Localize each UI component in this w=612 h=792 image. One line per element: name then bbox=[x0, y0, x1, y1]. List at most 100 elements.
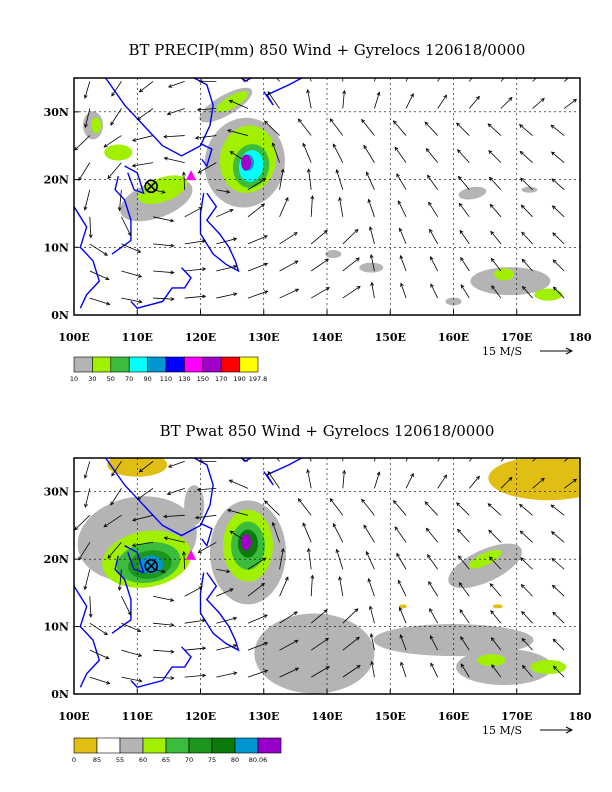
coastline bbox=[124, 165, 145, 195]
shade-contour bbox=[254, 613, 375, 694]
wind-vector bbox=[458, 582, 470, 597]
x-tick-label: 140E bbox=[311, 710, 342, 723]
x-tick-label: 110E bbox=[122, 710, 153, 723]
wind-reference-label: 15 M/S bbox=[482, 724, 522, 737]
wind-vector bbox=[89, 243, 108, 256]
wind-vector bbox=[89, 622, 108, 636]
x-tick-label: 170E bbox=[501, 710, 532, 723]
colorbar-swatch bbox=[239, 356, 259, 373]
wind-vector bbox=[89, 270, 110, 281]
wind-vector bbox=[121, 216, 132, 237]
wind-vector bbox=[489, 203, 502, 218]
wind-vector bbox=[563, 78, 570, 82]
wind-vector bbox=[400, 661, 407, 678]
wind-vector bbox=[216, 671, 238, 678]
shade-contour bbox=[91, 117, 102, 134]
wind-vector bbox=[279, 547, 285, 570]
wind-vector bbox=[437, 474, 448, 489]
y-tick-label: 30N bbox=[44, 106, 69, 119]
colorbar-label: 70 bbox=[185, 756, 193, 764]
wind-vector bbox=[500, 78, 505, 82]
shade-contour bbox=[137, 175, 188, 205]
wind-vector bbox=[550, 531, 565, 543]
wind-vector bbox=[163, 134, 185, 139]
wind-vector bbox=[365, 550, 375, 570]
wind-vector bbox=[338, 576, 344, 597]
wind-vector bbox=[184, 294, 207, 299]
wind-vector bbox=[500, 96, 513, 109]
shade-contour bbox=[104, 144, 133, 161]
colorbar-swatch bbox=[73, 737, 98, 754]
wind-vector bbox=[552, 286, 565, 299]
wind-vector bbox=[374, 458, 376, 462]
coastline bbox=[130, 646, 192, 689]
wind-vector bbox=[430, 283, 439, 299]
wind-vector bbox=[490, 230, 502, 245]
x-tick-label: 180 bbox=[569, 331, 592, 344]
map-area bbox=[74, 458, 580, 694]
x-tick-label: 150E bbox=[375, 710, 406, 723]
wind-vector bbox=[138, 81, 154, 93]
wind-vector bbox=[184, 586, 203, 597]
colorbar-swatch bbox=[92, 356, 112, 373]
wind-vector bbox=[276, 458, 280, 462]
wind-vector bbox=[276, 78, 280, 82]
wind-vector bbox=[121, 297, 143, 304]
wind-vector bbox=[279, 232, 298, 245]
shade-contour bbox=[470, 267, 551, 296]
y-tick-label: 0N bbox=[51, 688, 69, 701]
wind-vector bbox=[194, 514, 217, 520]
wind-vector bbox=[83, 81, 91, 99]
wind-vector bbox=[519, 530, 533, 543]
wind-vector bbox=[271, 521, 280, 543]
gyre-marker-circled-x bbox=[144, 179, 158, 194]
wind-vector bbox=[226, 129, 249, 136]
wind-vector bbox=[342, 458, 344, 462]
wind-vector bbox=[392, 500, 407, 516]
wind-vector bbox=[563, 458, 570, 462]
colorbar-swatch bbox=[220, 356, 240, 373]
wind-vector bbox=[459, 229, 470, 245]
wind-vector bbox=[216, 208, 234, 218]
wind-vector bbox=[228, 479, 249, 489]
chart-title: BT Pwat 850 Wind + Gyrelocs 120618/0000 bbox=[160, 422, 495, 440]
wind-vector bbox=[398, 606, 407, 624]
wind-vector bbox=[363, 144, 375, 163]
wind-vector bbox=[89, 649, 110, 660]
wind-vector bbox=[342, 78, 344, 82]
wind-vector bbox=[88, 216, 93, 239]
shade-contour bbox=[184, 485, 205, 526]
wind-reference-arrow bbox=[540, 726, 574, 734]
wind-vector bbox=[83, 189, 91, 211]
wind-vector bbox=[396, 552, 407, 570]
wind-vector bbox=[216, 644, 238, 651]
wind-vector bbox=[310, 287, 330, 299]
colorbar-label: 0 bbox=[72, 756, 76, 764]
wind-vector bbox=[279, 639, 299, 651]
wind-vector bbox=[338, 196, 344, 217]
colorbar-label: 50 bbox=[107, 375, 115, 383]
wind-vector bbox=[184, 239, 207, 245]
wind-vector bbox=[365, 171, 375, 190]
wind-vector bbox=[532, 97, 545, 109]
wind-vector bbox=[239, 78, 249, 82]
coastline bbox=[200, 143, 213, 168]
wind-vector bbox=[425, 147, 438, 163]
wind-vector bbox=[400, 282, 407, 299]
map-area bbox=[74, 78, 580, 315]
wind-vector bbox=[490, 610, 502, 624]
wind-vector bbox=[228, 99, 249, 109]
wind-vector bbox=[550, 151, 565, 163]
coastline bbox=[263, 78, 303, 106]
wind-vector bbox=[184, 673, 207, 678]
coastline bbox=[105, 458, 214, 537]
wind-vector bbox=[405, 78, 408, 82]
y-tick-label: 20N bbox=[44, 553, 69, 566]
colorbar-label: 170 bbox=[215, 375, 227, 383]
wind-vector bbox=[342, 89, 347, 109]
x-tick-label: 160E bbox=[438, 331, 469, 344]
wind-vector bbox=[551, 557, 565, 570]
wind-vector bbox=[163, 536, 185, 543]
wind-vector bbox=[551, 178, 565, 191]
shade-contour bbox=[534, 288, 563, 301]
